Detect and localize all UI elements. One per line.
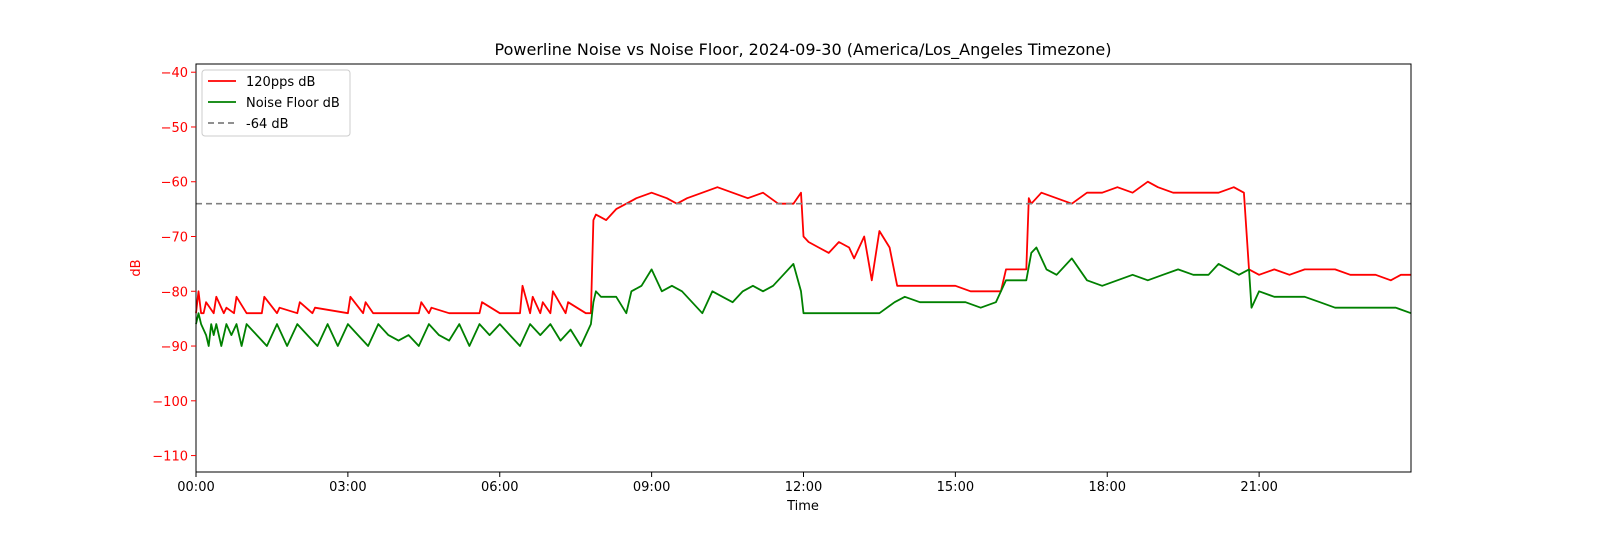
x-tick-label: 06:00	[481, 480, 518, 495]
legend-box	[201, 69, 351, 137]
y-tick-label: −100	[152, 395, 188, 410]
series-line-0	[195, 180, 1411, 315]
y-tick-label: −40	[161, 66, 188, 81]
plot-frame	[195, 63, 1412, 473]
x-tick-label: 03:00	[329, 480, 366, 495]
y-tick-label: −50	[161, 121, 188, 136]
series-line-1	[195, 246, 1412, 347]
x-axis: 00:00 03:00 06:00 09:00 12:00 15:00 18:00 21:00	[177, 472, 1278, 495]
chart-title: Powerline Noise vs Noise Floor, 2024-09-…	[495, 40, 1112, 60]
legend-label-1: Noise Floor dB	[246, 96, 340, 111]
legend-label-2: -64 dB	[246, 117, 289, 132]
x-tick-label: 00:00	[177, 480, 214, 495]
y-tick-label: −80	[161, 285, 188, 300]
legend: 120pps dB Noise Floor dB -64 dB	[201, 69, 351, 137]
x-tick-label: 15:00	[937, 480, 974, 495]
y-axis: −40 −50 −60 −70 −80 −90 −100 −110	[152, 66, 196, 465]
y-axis-label: dB	[129, 259, 144, 276]
y-tick-label: −70	[161, 231, 188, 246]
x-tick-label: 18:00	[1089, 480, 1126, 495]
y-tick-label: −110	[152, 450, 188, 465]
legend-label-0: 120pps dB	[246, 75, 315, 90]
x-axis-label: Time	[786, 499, 819, 514]
series-layer	[195, 180, 1412, 347]
y-tick-label: −60	[161, 176, 188, 191]
x-tick-label: 21:00	[1240, 480, 1277, 495]
y-tick-label: −90	[161, 340, 188, 355]
x-tick-label: 12:00	[785, 480, 822, 495]
x-tick-label: 09:00	[633, 480, 670, 495]
